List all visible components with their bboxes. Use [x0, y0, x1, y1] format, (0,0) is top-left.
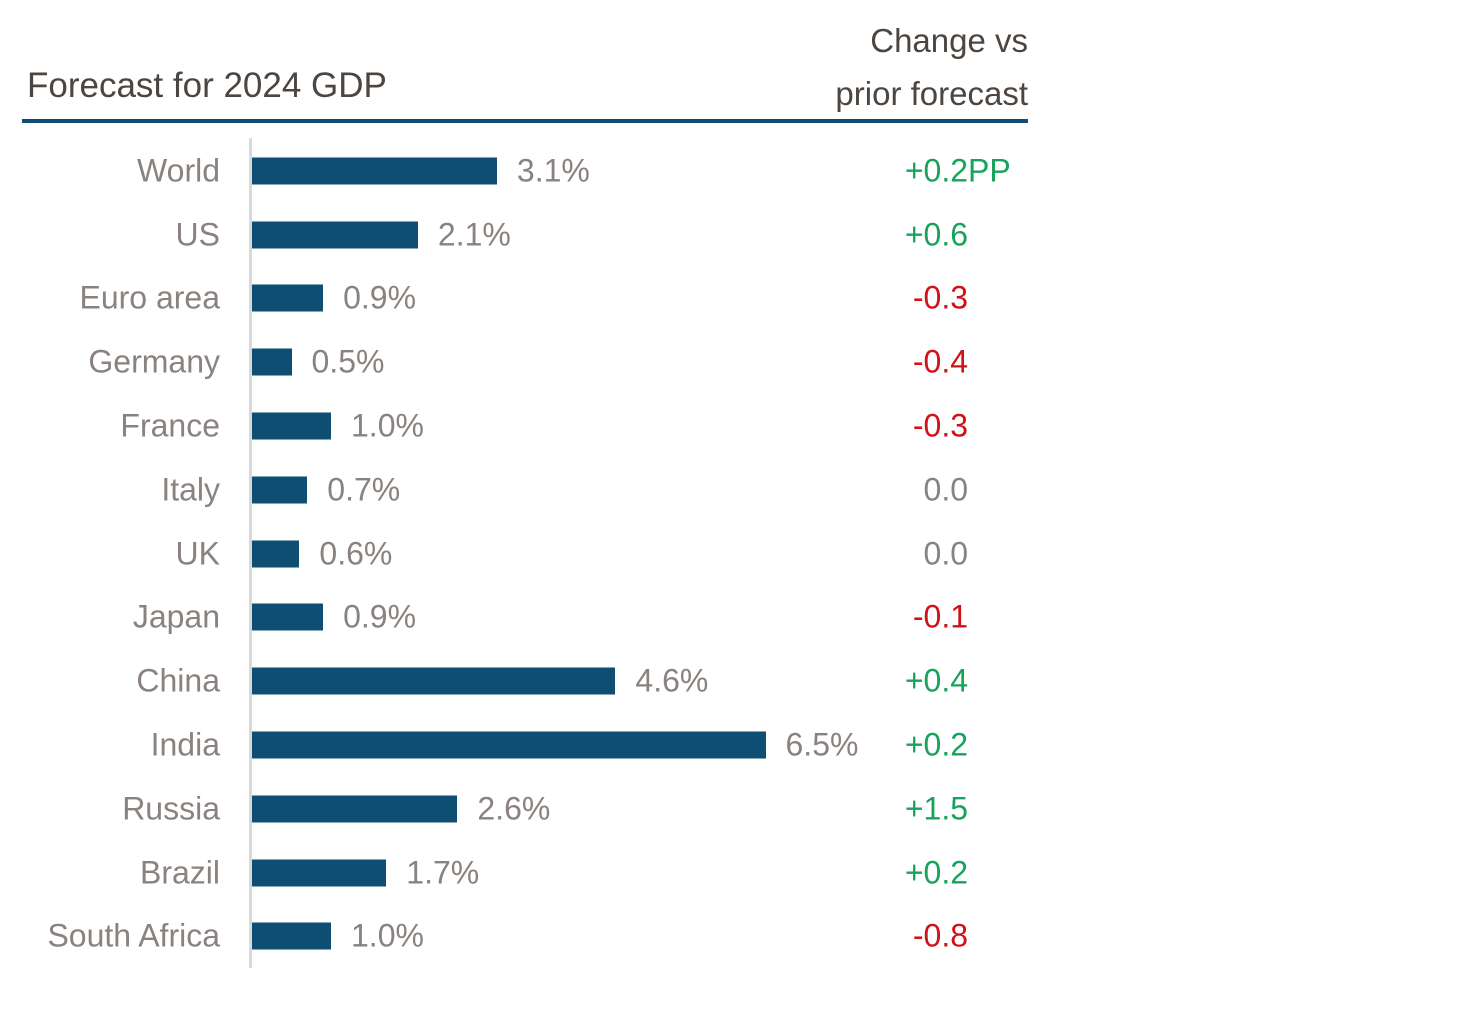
header-divider-line: [22, 119, 1028, 123]
value-bar: [252, 667, 616, 695]
change-value: 0.0: [818, 471, 968, 508]
bar-row: Euro area 0.9% -0.3: [0, 267, 1040, 331]
row-label: Euro area: [79, 279, 220, 316]
bar-row: Japan 0.9% -0.1: [0, 586, 1040, 650]
change-column-header: Change vs prior forecast: [700, 14, 1028, 120]
row-label: India: [150, 726, 220, 763]
value-bar: [252, 476, 308, 504]
value-bar: [252, 348, 292, 376]
value-label: 1.0%: [351, 917, 424, 954]
bar-row: Italy 0.7% 0.0: [0, 458, 1040, 522]
change-number: -0.3: [912, 407, 968, 444]
value-label: 4.6%: [635, 662, 709, 699]
change-value: +0.4: [818, 663, 968, 700]
change-number: -0.8: [912, 917, 968, 954]
value-label: 0.5%: [311, 343, 385, 380]
row-label: China: [136, 662, 220, 699]
change-number: +0.2: [904, 726, 968, 763]
value-label: 0.6%: [319, 535, 393, 572]
row-label: World: [137, 152, 220, 189]
change-value: -0.1: [818, 599, 968, 636]
change-value: -0.3: [818, 408, 968, 445]
value-bar: [252, 859, 387, 887]
change-value: -0.4: [818, 344, 968, 381]
row-label: Brazil: [139, 854, 220, 891]
bar-row: India 6.5% +0.2: [0, 713, 1040, 777]
change-number: +0.6: [904, 216, 968, 253]
value-label: 1.7%: [406, 854, 480, 891]
change-value: +0.6: [818, 216, 968, 253]
category-axis-line: [249, 138, 252, 968]
change-value: +0.2: [818, 854, 968, 891]
change-number: -0.1: [912, 598, 968, 635]
change-value: -0.8: [818, 918, 968, 955]
change-value: +0.2 PP: [818, 152, 1011, 189]
value-label: 1.0%: [351, 407, 424, 444]
value-bar: [252, 731, 766, 759]
change-number: +0.4: [904, 662, 968, 699]
value-bar: [252, 284, 324, 312]
value-label: 0.9%: [343, 598, 417, 635]
change-number: 0.0: [923, 471, 968, 508]
value-label: 6.5%: [785, 726, 859, 763]
value-bar: [252, 922, 331, 950]
change-value: +0.2: [818, 727, 968, 764]
change-number: 0.0: [923, 535, 968, 572]
bar-row: World 3.1% +0.2 PP: [0, 139, 1040, 203]
row-label: Russia: [122, 790, 220, 827]
row-label: Japan: [132, 598, 220, 635]
value-bar: [252, 603, 324, 631]
change-value: 0.0: [818, 535, 968, 572]
change-number: +0.2: [904, 854, 968, 891]
value-bar: [252, 221, 418, 249]
row-label: US: [175, 216, 220, 253]
chart-rows: World 3.1% +0.2 PP US 2.1% +0.6 Euro area…: [0, 139, 1040, 968]
bar-row: China 4.6% +0.4: [0, 649, 1040, 713]
change-column-header-line1: Change vs: [870, 22, 1028, 59]
value-label: 0.7%: [327, 471, 401, 508]
row-label: South Africa: [47, 917, 220, 954]
change-number: -0.4: [912, 343, 968, 380]
row-label: Germany: [88, 343, 220, 380]
change-number: +1.5: [904, 790, 968, 827]
value-label: 2.6%: [477, 790, 551, 827]
value-label: 0.9%: [343, 279, 417, 316]
row-label: France: [120, 407, 220, 444]
bar-row: France 1.0% -0.3: [0, 394, 1040, 458]
bar-row: Russia 2.6% +1.5: [0, 777, 1040, 841]
bar-row: UK 0.6% 0.0: [0, 522, 1040, 586]
change-value: -0.3: [818, 280, 968, 317]
value-label: 2.1%: [437, 216, 511, 253]
bar-row: US 2.1% +0.6: [0, 203, 1040, 267]
row-label: Italy: [161, 471, 220, 508]
value-bar: [252, 540, 300, 568]
value-bar: [252, 412, 331, 440]
bar-row: Germany 0.5% -0.4: [0, 330, 1040, 394]
change-column-header-line2: prior forecast: [835, 75, 1028, 112]
change-value: +1.5: [818, 790, 968, 827]
row-label: UK: [175, 535, 220, 572]
bar-row: Brazil 1.7% +0.2: [0, 841, 1040, 905]
value-bar: [252, 157, 497, 185]
change-number: -0.3: [912, 279, 968, 316]
value-bar: [252, 795, 458, 823]
change-number: +0.2: [904, 152, 968, 189]
chart-title: Forecast for 2024 GDP: [27, 66, 387, 105]
change-unit-suffix: PP: [968, 152, 1011, 189]
bar-row: South Africa 1.0% -0.8: [0, 905, 1040, 969]
value-label: 3.1%: [516, 152, 590, 189]
